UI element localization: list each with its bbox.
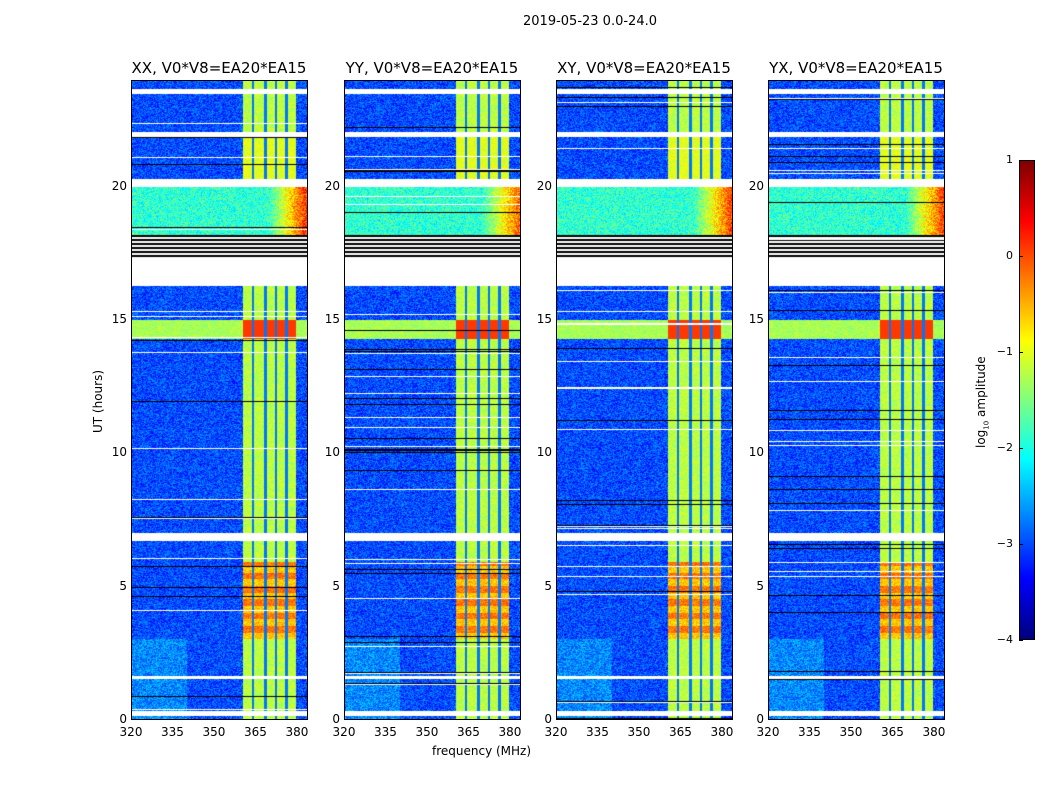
x-tick-label: 380 xyxy=(498,725,522,739)
x-tick-label: 380 xyxy=(285,725,309,739)
x-tick-label: 380 xyxy=(922,725,946,739)
colorbar-tick-label: −4 xyxy=(996,633,1013,646)
x-tick-label: 320 xyxy=(119,725,143,739)
y-tick-label: 10 xyxy=(536,445,552,460)
y-tick-label: 15 xyxy=(536,312,552,326)
x-tick-label: 335 xyxy=(374,725,397,739)
heatmap-image xyxy=(132,81,307,719)
x-tick-label: 350 xyxy=(415,725,439,739)
colorbar-tick-mark xyxy=(1019,160,1023,161)
heatmap-panel xyxy=(768,80,945,720)
x-tick-label: 320 xyxy=(544,725,568,739)
colorbar-tick-mark xyxy=(1019,448,1023,449)
colorbar-tick-label: −1 xyxy=(996,345,1013,358)
colorbar-label: log10 amplitude xyxy=(974,356,991,448)
heatmap-image xyxy=(557,81,732,719)
panel-title: XY, V0*V8=EA20*EA15 xyxy=(557,59,731,77)
x-tick-label: 365 xyxy=(457,725,480,739)
y-tick-label: 20 xyxy=(748,178,764,193)
y-tick-label: 0 xyxy=(119,712,127,726)
y-axis-label: UT (hours) xyxy=(91,369,105,433)
heatmap-panel xyxy=(556,80,733,720)
y-tick-label: 5 xyxy=(332,578,340,593)
y-tick-label: 5 xyxy=(544,578,552,593)
y-tick-label: 10 xyxy=(324,445,340,460)
colorbar-tick-mark xyxy=(1019,256,1023,257)
heatmap-image xyxy=(345,81,520,719)
panel-title: YY, V0*V8=EA20*EA15 xyxy=(345,59,519,77)
x-tick-label: 350 xyxy=(839,725,863,739)
x-tick-label: 365 xyxy=(244,725,267,739)
colorbar-tick-label: 1 xyxy=(1006,153,1013,166)
x-tick-label: 365 xyxy=(669,725,692,739)
colorbar-tick-label: −3 xyxy=(996,537,1013,550)
colorbar-tick-mark xyxy=(1019,640,1023,641)
y-tick-label: 20 xyxy=(111,178,127,193)
colorbar xyxy=(1019,160,1035,640)
colorbar-tick-label: 0 xyxy=(1006,249,1013,262)
heatmap-panel xyxy=(344,80,521,720)
x-axis-label: frequency (MHz) xyxy=(432,744,532,758)
x-tick-label: 335 xyxy=(161,725,184,739)
x-tick-label: 380 xyxy=(710,725,734,739)
colorbar-tick-mark xyxy=(1019,544,1023,545)
x-tick-label: 320 xyxy=(756,725,780,739)
y-tick-label: 5 xyxy=(119,578,127,593)
y-tick-label: 20 xyxy=(536,178,552,193)
y-tick-label: 15 xyxy=(748,312,764,326)
x-tick-label: 350 xyxy=(627,725,651,739)
y-tick-label: 0 xyxy=(332,712,340,726)
x-tick-label: 365 xyxy=(881,725,904,739)
y-tick-label: 10 xyxy=(111,445,127,460)
y-tick-label: 20 xyxy=(324,178,340,193)
figure-title: 2019-05-23 0.0-24.0 xyxy=(523,14,657,29)
y-tick-label: 5 xyxy=(756,578,764,593)
colorbar-tick-mark xyxy=(1019,352,1023,353)
heatmap-panel xyxy=(131,80,308,720)
heatmap-image xyxy=(769,81,944,719)
y-tick-label: 10 xyxy=(748,445,764,460)
panel-title: XX, V0*V8=EA20*EA15 xyxy=(131,59,307,77)
x-tick-label: 335 xyxy=(798,725,821,739)
colorbar-tick-label: −2 xyxy=(996,441,1013,454)
x-tick-label: 335 xyxy=(586,725,609,739)
panel-title: YX, V0*V8=EA20*EA15 xyxy=(769,59,943,77)
y-tick-label: 15 xyxy=(111,312,127,326)
y-tick-label: 0 xyxy=(756,712,764,726)
x-tick-label: 320 xyxy=(332,725,356,739)
y-tick-label: 15 xyxy=(324,312,340,326)
x-tick-label: 350 xyxy=(202,725,226,739)
y-tick-label: 0 xyxy=(544,712,552,726)
